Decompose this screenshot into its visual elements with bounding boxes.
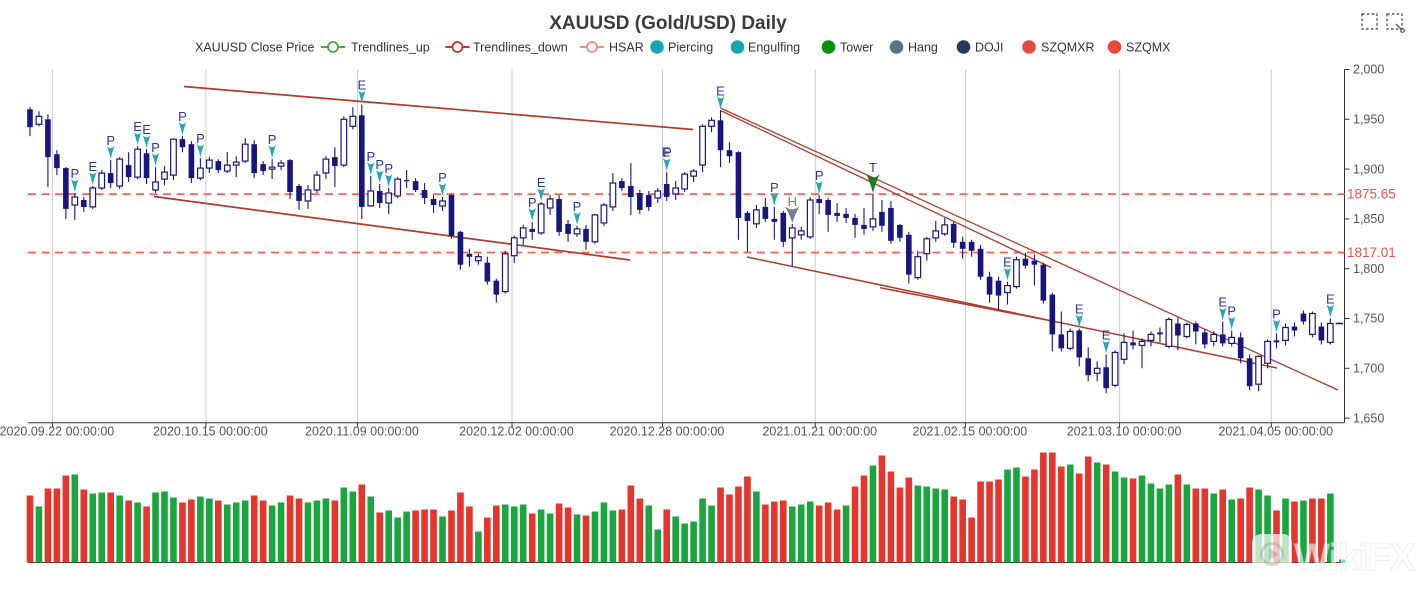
svg-text:P: P xyxy=(375,157,384,172)
svg-text:P: P xyxy=(1272,306,1281,321)
svg-text:1,800: 1,800 xyxy=(1353,262,1384,276)
svg-text:P: P xyxy=(151,140,160,155)
svg-text:2,000: 2,000 xyxy=(1353,63,1384,77)
svg-text:2020.12.28 00:00:00: 2020.12.28 00:00:00 xyxy=(610,425,725,439)
svg-text:P: P xyxy=(366,149,375,164)
svg-text:Trendlines_up: Trendlines_up xyxy=(351,40,430,54)
svg-text:P: P xyxy=(663,145,672,160)
svg-text:2021.04.05 00:00:00: 2021.04.05 00:00:00 xyxy=(1218,425,1333,439)
svg-text:XAUUSD Close Price: XAUUSD Close Price xyxy=(195,40,315,54)
svg-text:E: E xyxy=(88,159,97,174)
svg-text:XAUUSD (Gold/USD) Daily: XAUUSD (Gold/USD) Daily xyxy=(549,13,787,34)
svg-text:P: P xyxy=(196,131,205,146)
svg-text:E: E xyxy=(537,175,546,190)
svg-text:Piercing: Piercing xyxy=(668,40,713,54)
svg-text:P: P xyxy=(384,161,393,176)
svg-text:2021.01.21 00:00:00: 2021.01.21 00:00:00 xyxy=(762,425,877,439)
svg-text:E: E xyxy=(1102,327,1111,342)
svg-text:P: P xyxy=(438,170,447,185)
svg-text:E: E xyxy=(142,122,151,137)
svg-text:1817.01: 1817.01 xyxy=(1347,245,1396,260)
svg-text:E: E xyxy=(357,77,366,92)
svg-text:P: P xyxy=(106,133,115,148)
svg-text:Trendlines_down: Trendlines_down xyxy=(473,40,568,54)
svg-text:2021.02.15 00:00:00: 2021.02.15 00:00:00 xyxy=(913,425,1028,439)
svg-text:1,850: 1,850 xyxy=(1353,212,1384,226)
svg-text:1,750: 1,750 xyxy=(1353,312,1384,326)
svg-text:P: P xyxy=(573,199,582,214)
svg-text:SZQMX: SZQMX xyxy=(1126,40,1171,54)
svg-text:H: H xyxy=(788,194,797,209)
svg-text:E: E xyxy=(1003,255,1012,270)
svg-text:Hang: Hang xyxy=(908,40,938,54)
svg-text:E: E xyxy=(662,145,671,160)
svg-text:1875.65: 1875.65 xyxy=(1347,187,1396,202)
svg-text:E: E xyxy=(1075,302,1084,317)
svg-text:1,650: 1,650 xyxy=(1353,411,1384,425)
svg-text:E: E xyxy=(1218,295,1227,310)
svg-text:DOJI: DOJI xyxy=(975,40,1003,54)
svg-text:P: P xyxy=(528,195,537,210)
svg-text:E: E xyxy=(1326,292,1335,307)
svg-text:2020.11.09 00:00:00: 2020.11.09 00:00:00 xyxy=(305,425,419,439)
svg-text:WikiFX: WikiFX xyxy=(1294,537,1416,579)
svg-text:2020.12.02 00:00:00: 2020.12.02 00:00:00 xyxy=(459,425,574,439)
svg-text:1,700: 1,700 xyxy=(1353,362,1384,376)
svg-text:P: P xyxy=(178,109,187,124)
svg-text:HSAR: HSAR xyxy=(609,40,644,54)
svg-text:Tower: Tower xyxy=(840,40,873,54)
svg-text:1,950: 1,950 xyxy=(1353,113,1384,127)
svg-text:P: P xyxy=(70,166,79,181)
svg-text:SZQMXR: SZQMXR xyxy=(1041,40,1094,54)
svg-text:Engulfing: Engulfing xyxy=(748,40,800,54)
svg-text:P: P xyxy=(815,168,824,183)
svg-text:P: P xyxy=(770,180,779,195)
svg-text:P: P xyxy=(268,132,277,147)
svg-text:P: P xyxy=(1227,304,1236,319)
svg-text:2020.10.15 00:00:00: 2020.10.15 00:00:00 xyxy=(153,425,268,439)
svg-text:2020.09.22 00:00:00: 2020.09.22 00:00:00 xyxy=(0,425,114,439)
svg-text:1,900: 1,900 xyxy=(1353,162,1384,176)
svg-text:2021.03.10 00:00:00: 2021.03.10 00:00:00 xyxy=(1067,425,1182,439)
svg-text:T: T xyxy=(869,160,877,175)
svg-text:E: E xyxy=(133,119,142,134)
svg-text:E: E xyxy=(716,83,725,98)
